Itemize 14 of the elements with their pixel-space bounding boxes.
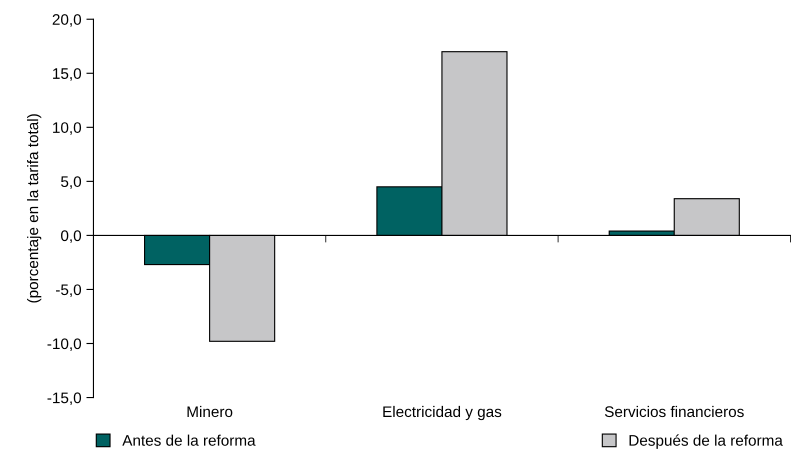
y-tick-label: 5,0 — [61, 176, 82, 189]
y-tick-label: -15,0 — [48, 392, 82, 406]
x-tick-label: Minero — [188, 406, 232, 418]
y-tick-label: 15,0 — [53, 68, 82, 81]
y-tick-label: 20,0 — [52, 14, 82, 27]
legend-label: Antes de la reforma — [122, 434, 256, 446]
y-axis-title: (porcentaje en la tarifa total) — [27, 114, 42, 303]
y-tick-label: 10,0 — [53, 122, 82, 135]
legend-label: Después de la reforma — [630, 434, 783, 449]
y-tick-label: -5,0 — [56, 284, 82, 297]
x-tick-label: Servicios financieros — [604, 406, 744, 418]
y-tick-label: -10,0 — [48, 338, 82, 351]
y-tick-label: 0,0 — [61, 230, 82, 243]
x-tick-label: Electricidad y gas — [383, 406, 502, 420]
